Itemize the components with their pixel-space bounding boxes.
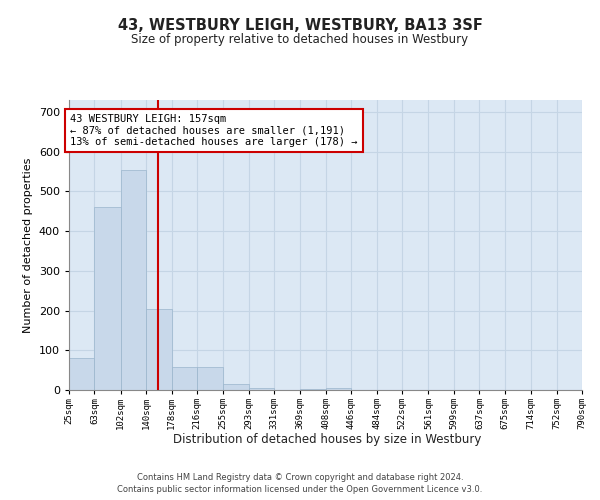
Bar xyxy=(146,308,172,390)
Text: Contains HM Land Registry data © Crown copyright and database right 2024.: Contains HM Land Registry data © Crown c… xyxy=(137,472,463,482)
Text: Size of property relative to detached houses in Westbury: Size of property relative to detached ho… xyxy=(131,32,469,46)
Bar xyxy=(249,388,274,390)
Bar xyxy=(121,170,146,390)
Y-axis label: Number of detached properties: Number of detached properties xyxy=(23,158,33,332)
Bar xyxy=(69,358,94,390)
Text: Distribution of detached houses by size in Westbury: Distribution of detached houses by size … xyxy=(173,432,481,446)
Bar xyxy=(197,368,223,390)
Text: Contains public sector information licensed under the Open Government Licence v3: Contains public sector information licen… xyxy=(118,485,482,494)
Bar xyxy=(172,368,197,390)
Bar xyxy=(94,208,121,390)
Text: 43 WESTBURY LEIGH: 157sqm
← 87% of detached houses are smaller (1,191)
13% of se: 43 WESTBURY LEIGH: 157sqm ← 87% of detac… xyxy=(70,114,358,147)
Text: 43, WESTBURY LEIGH, WESTBURY, BA13 3SF: 43, WESTBURY LEIGH, WESTBURY, BA13 3SF xyxy=(118,18,482,32)
Bar xyxy=(223,384,249,390)
Bar xyxy=(326,388,352,390)
Bar xyxy=(299,389,326,390)
